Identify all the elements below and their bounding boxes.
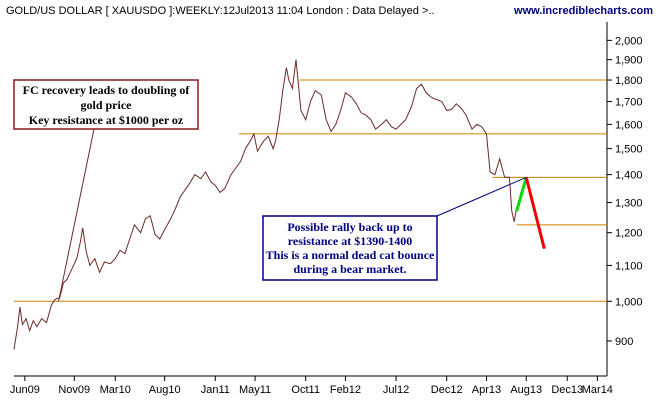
annotation-pointer bbox=[436, 176, 527, 217]
y-tick-label: 1,600 bbox=[615, 119, 643, 131]
x-tick-label: Dec12 bbox=[431, 384, 463, 396]
x-tick-label: Aug13 bbox=[510, 384, 542, 396]
y-tick-label: 1,100 bbox=[615, 260, 643, 272]
annotation-text: during a bear market. bbox=[293, 262, 406, 276]
annotation-text: gold price bbox=[81, 98, 133, 112]
x-axis: Jun09 Nov09 Mar10 Aug10 Jan11 May11 Oct11 Feb12… bbox=[10, 376, 613, 396]
decline-arrow bbox=[524, 176, 546, 250]
x-tick-label: Oct11 bbox=[291, 384, 320, 396]
x-tick-label: Mar10 bbox=[100, 384, 131, 396]
x-tick-label: Mar14 bbox=[582, 384, 613, 396]
y-tick-label: 1,000 bbox=[615, 296, 643, 308]
x-tick-label: Apr13 bbox=[472, 384, 501, 396]
x-tick-label: Aug10 bbox=[149, 384, 181, 396]
x-tick-label: Feb12 bbox=[330, 384, 361, 396]
price-series-line bbox=[13, 59, 518, 350]
y-tick-label: 900 bbox=[615, 336, 633, 348]
chart-title: GOLD/US DOLLAR [ XAUUSDO ]:WEEKLY:12Jul2… bbox=[6, 5, 435, 17]
x-tick-label: Jul12 bbox=[383, 384, 409, 396]
annotation-pointer bbox=[58, 128, 95, 302]
annotation-text: This is a normal dead cat bounce bbox=[266, 248, 435, 262]
rally-arrow bbox=[515, 176, 528, 212]
annotation-text: FC recovery leads to doubling of bbox=[23, 83, 191, 97]
x-tick-label: Dec13 bbox=[551, 384, 583, 396]
x-tick-label: May11 bbox=[239, 384, 271, 396]
y-tick-label: 2,000 bbox=[615, 35, 643, 47]
site-link[interactable]: www.incrediblecharts.com bbox=[513, 5, 653, 17]
y-tick-label: 1,400 bbox=[615, 170, 643, 182]
y-tick-label: 1,900 bbox=[615, 55, 643, 67]
y-tick-label: 1,300 bbox=[615, 198, 643, 210]
annotation-text: Possible rally back up to bbox=[287, 220, 412, 234]
y-tick-label: 1,800 bbox=[615, 75, 643, 87]
annotation-box-recovery bbox=[13, 79, 199, 130]
x-tick-label: Nov09 bbox=[58, 384, 90, 396]
plot-area bbox=[13, 22, 608, 377]
x-tick-label: Jan11 bbox=[201, 384, 230, 396]
annotation-text: Key resistance at $1000 per oz bbox=[29, 113, 184, 127]
y-tick-label: 1,700 bbox=[615, 97, 643, 109]
y-tick-label: 1,200 bbox=[615, 228, 643, 240]
x-tick-label: Jun09 bbox=[10, 384, 40, 396]
y-tick-label: 1,500 bbox=[615, 144, 643, 156]
annotation-box-rally bbox=[262, 215, 438, 281]
y-axis: 900 1,000 1,100 1,200 1,300 1,400 1,500 1,600 1,… bbox=[607, 35, 643, 348]
annotation-text: resistance at $1390-1400 bbox=[288, 234, 412, 248]
